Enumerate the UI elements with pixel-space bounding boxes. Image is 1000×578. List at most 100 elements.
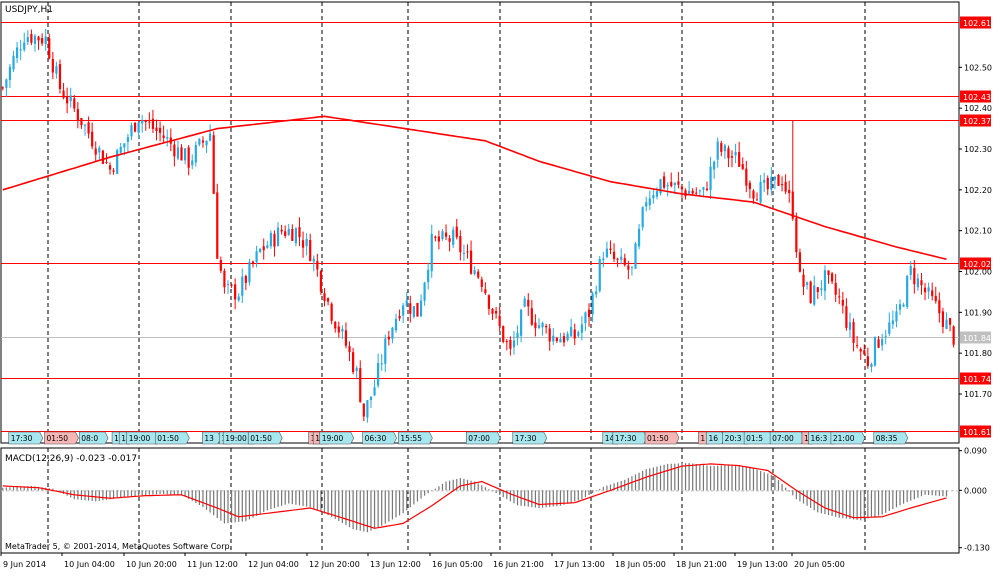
candle-body[interactable] (394, 318, 398, 331)
candle-body[interactable] (55, 66, 58, 74)
candle-body[interactable] (205, 140, 208, 146)
candle-body[interactable] (645, 202, 648, 207)
candle-body[interactable] (98, 147, 101, 153)
candle-body[interactable] (931, 290, 934, 297)
candle-body[interactable] (412, 306, 415, 317)
candle-body[interactable] (91, 131, 94, 147)
candle-body[interactable] (659, 179, 662, 194)
candle-body[interactable] (234, 284, 237, 300)
candle-body[interactable] (591, 293, 594, 315)
candle-body[interactable] (734, 152, 737, 156)
candle-body[interactable] (262, 246, 265, 251)
candle-body[interactable] (530, 308, 533, 325)
candle-body[interactable] (695, 192, 698, 194)
candle-body[interactable] (251, 261, 255, 264)
candle-body[interactable] (788, 190, 791, 194)
candle-body[interactable] (870, 363, 873, 367)
candle-body[interactable] (141, 120, 144, 124)
candle-body[interactable] (948, 318, 952, 325)
candle-body[interactable] (255, 251, 258, 263)
candle-body[interactable] (312, 258, 315, 262)
candle-body[interactable] (688, 190, 691, 194)
candle-body[interactable] (598, 258, 601, 291)
candle-body[interactable] (226, 284, 230, 286)
candle-body[interactable] (584, 312, 587, 324)
event-tag[interactable]: 07:00 (465, 431, 501, 445)
candle-body[interactable] (37, 36, 40, 41)
candle-body[interactable] (466, 251, 469, 253)
candle-body[interactable] (444, 232, 448, 237)
candle-body[interactable] (273, 233, 276, 247)
candle-body[interactable] (480, 279, 483, 287)
candle-body[interactable] (344, 330, 348, 346)
candle-body[interactable] (309, 240, 312, 261)
candle-body[interactable] (780, 184, 784, 186)
candle-body[interactable] (487, 295, 491, 309)
candle-body[interactable] (809, 281, 812, 304)
candle-body[interactable] (94, 148, 97, 155)
candle-body[interactable] (916, 278, 919, 288)
candle-body[interactable] (648, 198, 651, 206)
candle-body[interactable] (434, 236, 437, 239)
candle-body[interactable] (384, 338, 387, 364)
candle-body[interactable] (137, 122, 140, 133)
candle-body[interactable] (473, 270, 476, 275)
candle-body[interactable] (730, 156, 734, 158)
event-tag[interactable]: 01:50 (247, 431, 283, 445)
candle-body[interactable] (151, 118, 155, 129)
candle-body[interactable] (87, 122, 90, 134)
candle-body[interactable] (484, 289, 487, 294)
candle-body[interactable] (248, 262, 251, 283)
candle-body[interactable] (816, 287, 819, 293)
candle-body[interactable] (620, 256, 623, 260)
candle-body[interactable] (73, 98, 76, 109)
candle-body[interactable] (580, 324, 583, 333)
candle-body[interactable] (570, 327, 573, 337)
candle-body[interactable] (316, 260, 319, 270)
candle-body[interactable] (276, 227, 280, 246)
candle-body[interactable] (952, 326, 955, 345)
candle-body[interactable] (462, 252, 466, 254)
candle-body[interactable] (133, 122, 137, 132)
candle-body[interactable] (427, 269, 430, 283)
candle-body[interactable] (352, 352, 355, 373)
candle-body[interactable] (634, 243, 637, 269)
event-tag[interactable]: 08:0 (78, 431, 109, 445)
candle-body[interactable] (241, 276, 244, 296)
candle-body[interactable] (702, 187, 705, 190)
candle-body[interactable] (913, 267, 916, 285)
candle-body[interactable] (5, 79, 8, 88)
candle-body[interactable] (126, 137, 129, 142)
candle-body[interactable] (752, 190, 755, 199)
candle-body[interactable] (852, 322, 855, 343)
candle-body[interactable] (30, 34, 33, 43)
candle-body[interactable] (66, 96, 69, 104)
candle-body[interactable] (298, 227, 301, 238)
candle-body[interactable] (155, 127, 158, 131)
candle-body[interactable] (934, 295, 937, 302)
candle-body[interactable] (148, 121, 151, 123)
event-tag[interactable]: 01:50 (44, 431, 79, 445)
candle-body[interactable] (51, 58, 54, 73)
candle-body[interactable] (662, 176, 666, 188)
candle-body[interactable] (541, 322, 544, 328)
event-tag[interactable]: 17:30 (512, 431, 548, 445)
candle-body[interactable] (945, 319, 948, 329)
candle-body[interactable] (587, 309, 591, 317)
candle-body[interactable] (280, 229, 283, 232)
candle-body[interactable] (12, 55, 15, 70)
candle-body[interactable] (577, 332, 580, 336)
candle-body[interactable] (566, 333, 569, 341)
candle-body[interactable] (745, 168, 748, 186)
candle-body[interactable] (187, 147, 190, 168)
candle-body[interactable] (637, 228, 641, 247)
candle-body[interactable] (369, 396, 373, 400)
candle-body[interactable] (555, 338, 558, 342)
candle-body[interactable] (266, 245, 269, 248)
candle-body[interactable] (183, 148, 187, 161)
candle-body[interactable] (684, 190, 687, 197)
candle-body[interactable] (83, 124, 87, 126)
event-tag[interactable]: 08:35 (873, 431, 909, 445)
candle-body[interactable] (605, 248, 608, 257)
candle-body[interactable] (909, 266, 912, 275)
